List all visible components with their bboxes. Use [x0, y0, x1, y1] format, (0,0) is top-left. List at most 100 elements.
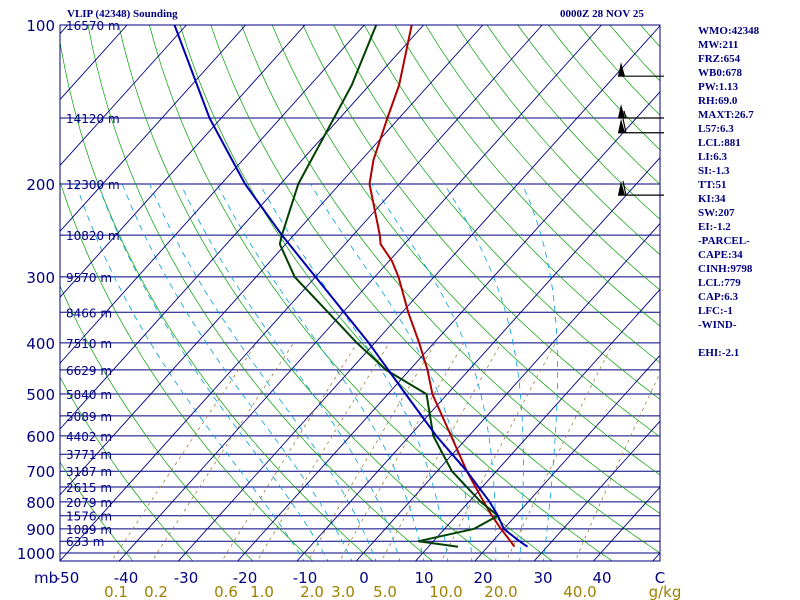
temperature-tick-label: -10 — [293, 569, 318, 587]
dry-adiabat — [363, 25, 660, 363]
index-line: SW:207 — [698, 207, 735, 219]
temperature-tick-label: 20 — [473, 569, 492, 587]
height-level-label: 9570 m — [66, 271, 112, 285]
moist-adiabat — [149, 183, 377, 561]
dry-adiabat — [60, 461, 134, 561]
isotherm-line — [60, 25, 484, 496]
pressure-tick-label: 900 — [26, 521, 55, 539]
parcel-trace — [173, 25, 529, 548]
height-level-label: 10820 m — [66, 229, 120, 243]
pressure-tick-label: 300 — [26, 269, 55, 287]
index-line: CINH:9798 — [698, 263, 753, 275]
mixing-ratio-line — [307, 342, 436, 561]
wind-barb — [618, 181, 664, 196]
mixing-ratio-line — [505, 342, 614, 561]
mixing-ratio-tick-label: 1.0 — [250, 583, 274, 600]
moist-adiabat — [121, 183, 353, 561]
pressure-tick-label: 600 — [26, 428, 55, 446]
wind-barb — [618, 103, 664, 119]
temperature-tick-label: 0 — [359, 569, 369, 587]
temperature-tick-label: -40 — [114, 569, 139, 587]
height-level-label: 14120 m — [66, 112, 120, 126]
pressure-tick-label: 400 — [26, 335, 55, 353]
mixing-ratio-line — [256, 342, 390, 561]
indices-panel: WMO:42348 MW:211 FRZ:654 WB0:678 PW:1.13 RH:6… — [698, 24, 759, 360]
dry-adiabat — [60, 376, 194, 561]
mixing-ratio-line — [339, 342, 465, 561]
dry-adiabat — [394, 25, 660, 327]
mixing-ratio-tick-label: 0.1 — [104, 583, 128, 600]
moist-adiabat — [443, 183, 524, 561]
chart-title: VLIP (42348) Sounding — [67, 8, 178, 20]
dry-adiabat — [118, 25, 493, 561]
mixing-ratio-unit: g/kg — [649, 583, 682, 600]
index-line: L57:6.3 — [698, 123, 734, 135]
height-level-label: 8466 m — [66, 306, 112, 320]
mixing-ratio-tick-label: 2.0 — [300, 583, 324, 600]
mixing-ratio-tick-label: 20.0 — [484, 583, 517, 600]
mixing-ratio-line — [221, 342, 358, 561]
dry-adiabat — [271, 25, 660, 476]
dry-adiabat — [302, 25, 660, 438]
mixing-ratio-tick-label: 40.0 — [563, 583, 596, 600]
moist-adiabat — [216, 183, 425, 561]
pressure-tick-label: 100 — [26, 17, 55, 35]
height-level-label: 16570 m — [66, 19, 120, 33]
moist-adiabat — [180, 183, 401, 561]
wind-barb-pennant — [618, 181, 625, 196]
height-level-label: 633 m — [66, 535, 104, 549]
height-level-label: 2615 m — [66, 481, 112, 495]
index-line: MW:211 — [698, 39, 739, 51]
index-line — [698, 332, 759, 346]
height-level-label: 2079 m — [66, 496, 112, 510]
mixing-ratio-tick-label: 0.2 — [144, 583, 168, 600]
moist-adiabat — [521, 183, 558, 561]
isotherm-line — [177, 25, 660, 561]
wind-barb-pennant — [618, 103, 625, 118]
temperature-tick-label: C — [655, 569, 665, 587]
index-line: LI:6.3 — [698, 151, 728, 163]
wind-barb-pennant — [618, 118, 625, 133]
isotherm-line — [355, 222, 660, 561]
wind-barb-feather — [622, 181, 627, 196]
index-line: LCL:881 — [698, 137, 741, 149]
height-level-label: 7510 m — [66, 337, 112, 351]
height-level-label: 4402 m — [66, 430, 112, 444]
mixing-ratio-tick-label: 10.0 — [429, 583, 462, 600]
dry-adiabat — [60, 285, 254, 561]
isotherm-line — [296, 156, 660, 561]
isotherm-line — [60, 25, 247, 233]
height-level-label: 3187 m — [66, 465, 112, 479]
temperature-tick-label: 10 — [414, 569, 433, 587]
dry-adiabat — [210, 25, 660, 554]
mixing-ratio-tick-label: 5.0 — [373, 583, 397, 600]
index-line: CAP:6.3 — [698, 291, 739, 303]
moist-adiabat — [97, 183, 329, 561]
index-line: RH:69.0 — [698, 95, 738, 107]
index-line: PW:1.13 — [698, 81, 739, 93]
temperature-tick-label: 30 — [533, 569, 552, 587]
mixing-ratio-line — [380, 342, 502, 561]
pressure-tick-label: 1000 — [17, 545, 55, 563]
index-line: -WIND- — [698, 319, 737, 331]
mixing-ratio-line — [574, 372, 660, 561]
mixing-ratio-tick-label: 0.6 — [214, 583, 238, 600]
index-line: WMO:42348 — [698, 25, 760, 37]
height-level-label: 12300 m — [66, 178, 120, 192]
moist-adiabat — [310, 183, 473, 561]
index-line: -PARCEL- — [698, 235, 750, 247]
pressure-tick-label: 800 — [26, 494, 55, 512]
index-line: EI:-1.2 — [698, 221, 731, 233]
index-line: TT:51 — [698, 179, 727, 191]
temperature-tick-label: -30 — [174, 569, 199, 587]
isotherm-line — [414, 288, 660, 561]
isotherm-line — [237, 91, 660, 561]
sounding-datetime: 0000Z 28 NOV 25 — [560, 8, 644, 20]
dry-adiabat — [241, 25, 660, 514]
height-level-label: 5089 m — [66, 410, 112, 424]
isotherm-line — [533, 420, 660, 561]
index-line: MAXT:26.7 — [698, 109, 754, 121]
moist-adiabat — [259, 183, 449, 561]
